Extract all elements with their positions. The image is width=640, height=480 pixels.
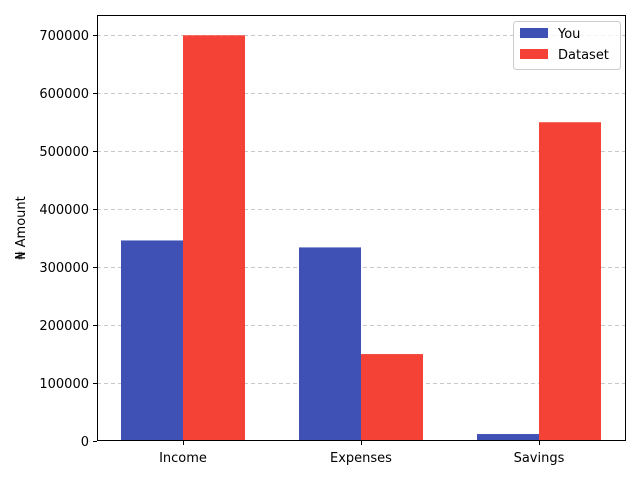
legend-swatch-dataset (520, 49, 548, 59)
y-tick-label: 200000 (39, 319, 89, 334)
x-tick-label: Income (159, 451, 207, 466)
y-tick-label: 500000 (39, 145, 89, 160)
y-tick-label: 100000 (39, 377, 89, 392)
y-tick-label: 700000 (39, 29, 89, 44)
y-tick-label: 0 (81, 435, 89, 450)
bar-you-income (121, 240, 183, 441)
y-tick-label: 300000 (39, 261, 89, 276)
plot-frame (97, 15, 626, 441)
bar-dataset-expenses (361, 354, 423, 441)
y-axis-label: ₦ Amount (14, 196, 29, 260)
bar-dataset-savings (539, 122, 601, 441)
bar-you-expenses (299, 247, 361, 441)
x-tick-label: Expenses (330, 451, 392, 466)
bar-you-savings (477, 434, 539, 441)
y-tick-label: 600000 (39, 87, 89, 102)
legend-swatch-you (520, 28, 548, 38)
legend-label-you: You (557, 27, 580, 42)
y-tick-label: 400000 (39, 203, 89, 218)
bars (121, 35, 601, 442)
x-tick-label: Savings (514, 451, 565, 466)
bar-dataset-income (183, 35, 245, 442)
x-axis-ticks: Income Expenses Savings (159, 441, 565, 466)
legend: You Dataset (513, 21, 621, 70)
legend-label-dataset: Dataset (558, 48, 609, 63)
y-axis-ticks: 0 100000 200000 300000 400000 500000 600000 700… (39, 29, 97, 450)
